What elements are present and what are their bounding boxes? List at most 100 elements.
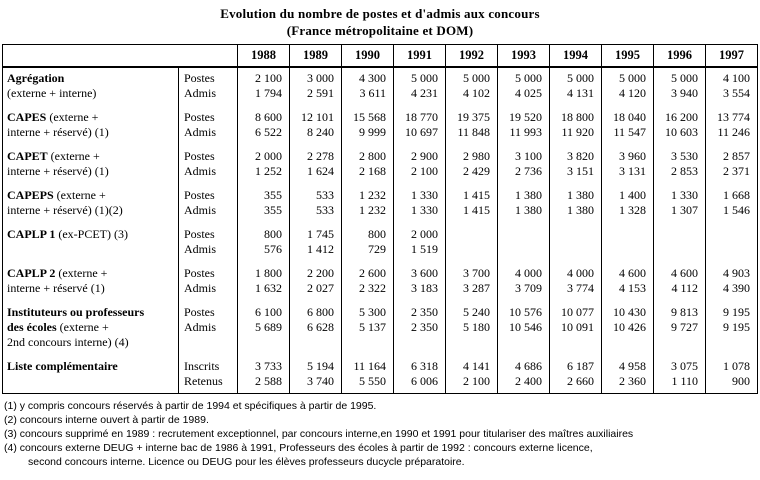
row-label-line: des écoles (externe + [7,320,178,335]
value-cell: 11 246 [705,125,758,140]
value-cell: 3 075 [653,350,706,374]
value-cell: 800 [237,218,290,242]
row-label: Instituteurs ou professeurs des écoles (e… [2,296,179,350]
value-cell: 5 000 [393,67,446,86]
value-cell: 18 770 [393,101,446,125]
value-cell [497,218,550,242]
value-cell: 900 [705,374,758,394]
value-cell: 2 168 [341,164,394,179]
value-cell: 8 600 [237,101,290,125]
value-cell: 4 600 [601,257,654,281]
value-cell: 1 307 [653,203,706,218]
table-row: CAPEPS (externe + interne + réservé) (1)(… [2,179,758,218]
value-cell [445,242,498,257]
value-cell: 11 164 [341,350,394,374]
value-cell: 6 187 [549,350,602,374]
value-cell: 4 000 [497,257,550,281]
value-cell: 2 350 [393,296,446,320]
year-header: 1997 [705,44,758,68]
value-cell: 5 000 [653,67,706,86]
row-label-text: (externe + interne) [7,86,97,100]
footnotes: (1) y compris concours réservés à partir… [4,399,760,469]
row-label-line: 2nd concours interne) (4) [7,335,178,350]
value-cell: 5 300 [341,296,394,320]
measure-label: Postes [178,67,238,86]
measure-label: Postes [178,257,238,281]
value-cell: 2 200 [289,257,342,281]
value-cell: 2 000 [393,218,446,242]
measure-label: Postes [178,101,238,125]
value-cell: 10 576 [497,296,550,320]
value-cell [445,218,498,242]
value-cell: 5 180 [445,320,498,335]
value-cell: 1 232 [341,179,394,203]
value-cell: 2 980 [445,140,498,164]
row-label-line: (externe + interne) [7,86,178,101]
value-cell: 6 800 [289,296,342,320]
measure-label: Admis [178,164,238,179]
value-cell: 1 745 [289,218,342,242]
row-label-text: Agrégation [7,71,65,85]
year-header: 1989 [289,44,342,68]
value-cell: 6 628 [289,320,342,335]
measure-label: Admis [178,242,238,257]
value-cell: 3 600 [393,257,446,281]
value-cell: 8 240 [289,125,342,140]
row-label-text: interne + réservé) (1) [7,125,109,139]
year-header: 1993 [497,44,550,68]
value-cell: 4 903 [705,257,758,281]
row-label-text: (externe + [46,110,99,124]
empty-cell [445,335,498,350]
value-cell: 1 380 [549,203,602,218]
table-row: Instituteurs ou professeurs des écoles (e… [2,296,758,350]
value-cell: 2 857 [705,140,758,164]
table-row: Retenus 2 588 3 740 5 550 6 006 2 100 2 400 2 6… [3,374,758,394]
year-header: 1992 [445,44,498,68]
measure-label: Admis [178,320,238,335]
value-cell [601,218,654,242]
table-row: Admis 1 252 1 624 2 168 2 100 2 429 2 736 3 151… [3,164,758,179]
year-header: 1991 [393,44,446,68]
empty-cell [601,335,654,350]
value-cell: 15 568 [341,101,394,125]
value-cell: 533 [289,179,342,203]
measure-label: Inscrits [178,350,238,374]
value-cell [601,242,654,257]
value-cell: 1 546 [705,203,758,218]
value-cell: 4 958 [601,350,654,374]
value-cell: 3 131 [601,164,654,179]
value-cell: 1 624 [289,164,342,179]
year-header: 1996 [653,44,706,68]
value-cell: 3 774 [549,281,602,296]
value-cell: 10 426 [601,320,654,335]
row-label-line: CAPES (externe + [7,110,178,125]
row-label-text: CAPEPS [7,188,54,202]
empty-cell [178,335,238,350]
table-body: Agrégation (externe + interne) Postes 2 100… [2,67,758,394]
row-label-line: interne + réservé (1) [7,281,178,296]
row-label-text: des écoles [7,320,57,334]
value-cell: 10 546 [497,320,550,335]
value-cell: 1 412 [289,242,342,257]
value-cell: 2 100 [237,67,290,86]
value-cell: 576 [237,242,290,257]
value-cell: 10 697 [393,125,446,140]
value-cell: 5 000 [445,67,498,86]
row-label-line: interne + réservé) (1)(2) [7,203,178,218]
value-cell: 2 027 [289,281,342,296]
value-cell [705,218,758,242]
empty-cell [653,335,706,350]
year-header: 1994 [549,44,602,68]
value-cell: 3 183 [393,281,446,296]
row-label-text: CAPES [7,110,47,124]
value-cell: 1 415 [445,203,498,218]
value-cell: 2 900 [393,140,446,164]
value-cell: 5 000 [601,67,654,86]
value-cell: 3 287 [445,281,498,296]
value-cell [497,242,550,257]
value-cell: 4 686 [497,350,550,374]
measure-label: Admis [178,125,238,140]
value-cell: 9 999 [341,125,394,140]
row-label-line: interne + réservé) (1) [7,164,178,179]
